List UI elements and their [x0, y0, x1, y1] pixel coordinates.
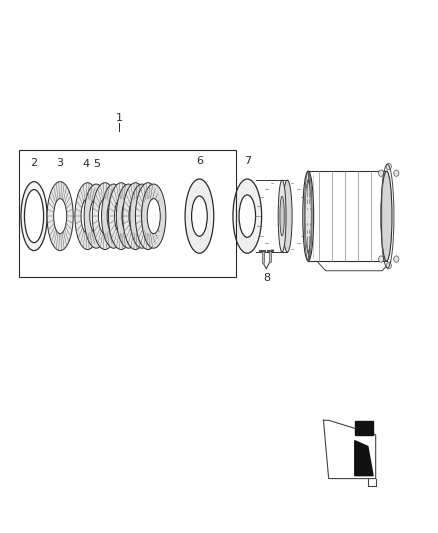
Polygon shape — [355, 422, 373, 435]
Ellipse shape — [117, 184, 141, 248]
Ellipse shape — [185, 179, 214, 253]
Ellipse shape — [25, 190, 44, 243]
Ellipse shape — [147, 199, 160, 233]
Text: 5: 5 — [94, 159, 101, 169]
Ellipse shape — [102, 184, 126, 248]
Ellipse shape — [129, 199, 142, 233]
Ellipse shape — [233, 179, 261, 253]
Ellipse shape — [90, 199, 103, 233]
Text: 3: 3 — [57, 158, 64, 168]
Ellipse shape — [191, 196, 207, 236]
Text: 8: 8 — [263, 273, 270, 283]
Ellipse shape — [81, 199, 94, 233]
Ellipse shape — [109, 183, 134, 249]
Circle shape — [378, 256, 384, 262]
Ellipse shape — [75, 183, 100, 249]
Text: 7: 7 — [244, 156, 251, 166]
Text: 2: 2 — [31, 158, 38, 168]
Ellipse shape — [239, 195, 255, 237]
Polygon shape — [355, 441, 373, 475]
Ellipse shape — [21, 182, 47, 251]
Ellipse shape — [283, 180, 292, 252]
Ellipse shape — [280, 196, 284, 236]
Text: 4: 4 — [83, 159, 90, 169]
Ellipse shape — [99, 199, 112, 233]
Ellipse shape — [115, 199, 127, 233]
Circle shape — [386, 263, 391, 269]
Ellipse shape — [123, 183, 148, 249]
Ellipse shape — [84, 184, 108, 248]
Circle shape — [394, 170, 399, 176]
Ellipse shape — [135, 183, 161, 249]
Ellipse shape — [303, 171, 314, 261]
Circle shape — [378, 170, 384, 176]
Ellipse shape — [53, 199, 67, 233]
Circle shape — [386, 164, 391, 169]
Ellipse shape — [381, 171, 392, 261]
Circle shape — [394, 256, 399, 262]
Ellipse shape — [130, 184, 154, 248]
Ellipse shape — [107, 199, 120, 233]
Ellipse shape — [141, 184, 166, 248]
Ellipse shape — [278, 180, 286, 252]
Ellipse shape — [141, 199, 155, 233]
Bar — [19, 150, 237, 277]
Ellipse shape — [92, 183, 117, 249]
Text: 6: 6 — [196, 156, 203, 166]
Text: 1: 1 — [115, 114, 122, 123]
Ellipse shape — [135, 199, 148, 233]
Ellipse shape — [122, 199, 135, 233]
Ellipse shape — [47, 182, 73, 251]
